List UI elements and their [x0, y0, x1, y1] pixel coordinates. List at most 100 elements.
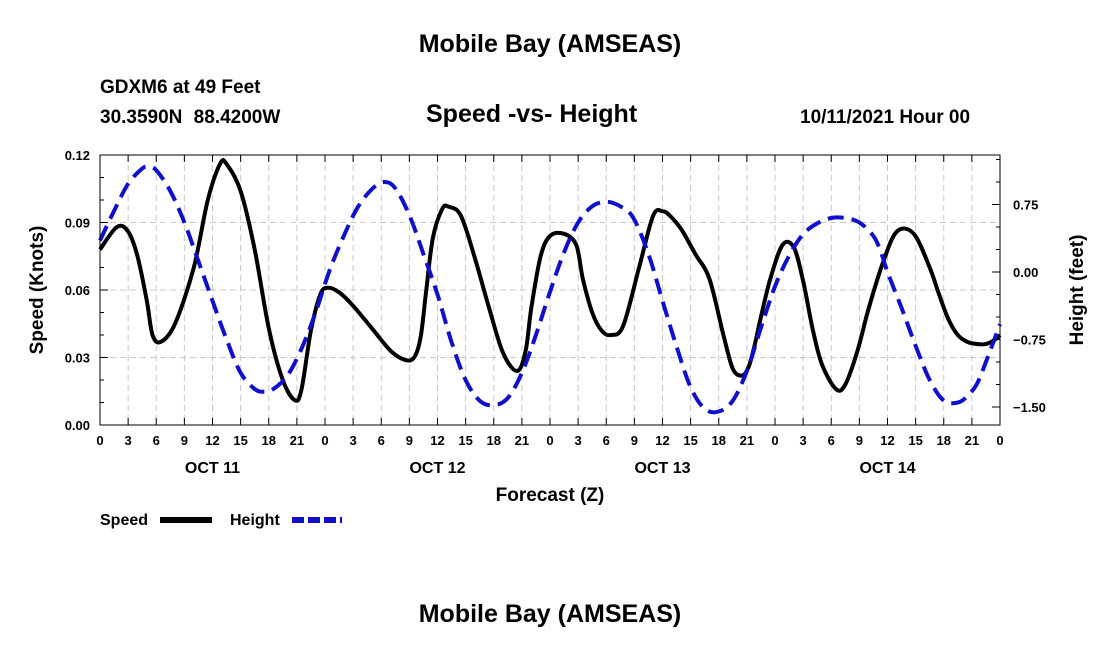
y-axis-label-left: Speed (Knots) [27, 226, 48, 355]
y-tick-label-left: 0.09 [65, 216, 90, 231]
speed-data-point [821, 363, 823, 365]
height-data-point [408, 214, 410, 216]
x-tick-label: 15 [233, 433, 247, 448]
height-data-point [155, 169, 157, 171]
speed-data-point [652, 215, 654, 217]
x-tick-label: 9 [181, 433, 188, 448]
y-tick-label-right: −1.50 [1013, 400, 1046, 415]
height-data-point [272, 388, 274, 390]
footer-title: Mobile Bay (AMSEAS) [418, 600, 682, 628]
series-layer [98, 158, 1002, 415]
speed-data-point [404, 359, 406, 361]
height-data-point [872, 235, 874, 237]
x-tick-label: 0 [96, 433, 103, 448]
speed-data-point [127, 230, 129, 232]
day-label: OCT 12 [409, 460, 465, 477]
height-data-point [975, 383, 977, 385]
x-tick-label: 6 [603, 433, 610, 448]
speed-data-point [432, 237, 434, 239]
height-data-point [619, 205, 621, 207]
height-data-point [632, 217, 634, 219]
speed-data-point [352, 305, 354, 307]
height-data-point [148, 166, 150, 168]
height-data-point [254, 388, 256, 390]
speed-data-point [225, 163, 227, 165]
height-data-point [197, 260, 199, 262]
speed-data-point [575, 244, 577, 246]
speed-data-point [929, 266, 931, 268]
x-tick-label: 0 [996, 433, 1003, 448]
speed-data-point [591, 311, 593, 313]
height-data-point [263, 391, 265, 393]
x-tick-label: 21 [290, 433, 304, 448]
speed-data-point [441, 208, 443, 210]
x-tick-label: 0 [546, 433, 553, 448]
speed-data-point [975, 343, 977, 345]
speed-data-point [938, 293, 940, 295]
height-data-point [661, 300, 663, 302]
x-tick-label: 9 [406, 433, 413, 448]
height-data-point [422, 253, 424, 255]
height-data-point [647, 253, 649, 255]
height-data-point [746, 370, 748, 372]
speed-data-point [239, 190, 241, 192]
speed-data-point [448, 206, 450, 208]
x-tick-label: 6 [153, 433, 160, 448]
speed-data-point [425, 289, 427, 291]
speed-data-point [748, 365, 750, 367]
speed-data-point [622, 325, 624, 327]
y-tick-label-left: 0.12 [65, 148, 90, 163]
y-tick-label-left: 0.03 [65, 351, 90, 366]
height-data-point [535, 334, 537, 336]
height-data-point [929, 379, 931, 381]
speed-data-point [549, 235, 551, 237]
x-tick-label: 9 [631, 433, 638, 448]
speed-data-point [957, 334, 959, 336]
chart-title: Mobile Bay (AMSEAS) [418, 30, 682, 58]
height-data-point [436, 293, 438, 295]
x-tick-label: 15 [908, 433, 922, 448]
height-data-point [141, 167, 143, 169]
chart-subtitle: Speed -vs- Height [426, 100, 638, 128]
speed-data-point [219, 163, 221, 165]
y-tick-label-left: 0.06 [65, 283, 90, 298]
speed-data-point [844, 383, 846, 385]
height-data-point [329, 269, 331, 271]
x-tick-label: 3 [350, 433, 357, 448]
height-data-point [966, 395, 968, 397]
height-data-point [383, 181, 385, 183]
y-tick-label-right: 0.75 [1013, 198, 1038, 213]
height-data-point [985, 361, 987, 363]
height-data-point [479, 400, 481, 402]
height-data-point [521, 372, 523, 374]
speed-data-point [811, 327, 813, 329]
x-tick-label: 21 [515, 433, 529, 448]
height-data-point [127, 183, 129, 185]
speed-data-point [300, 388, 302, 390]
height-data-point [300, 347, 302, 349]
height-data-point [314, 311, 316, 313]
speed-data-point [516, 370, 518, 372]
x-tick-label: 21 [740, 433, 754, 448]
speed-data-point [207, 199, 209, 201]
speed-data-point [338, 291, 340, 293]
height-data-point [844, 217, 846, 219]
x-tick-label: 12 [430, 433, 444, 448]
height-data-point [183, 221, 185, 223]
height-data-point [357, 206, 359, 208]
speed-data-point [488, 307, 490, 309]
speed-data-point [160, 341, 162, 343]
speed-data-point [868, 307, 870, 309]
speed-data-point [268, 327, 270, 329]
speed-data-point [638, 266, 640, 268]
x-tick-label: 15 [683, 433, 697, 448]
speed-data-point [669, 215, 671, 217]
speed-data-point [530, 307, 532, 309]
speed-data-point [146, 300, 148, 302]
speed-data-point [563, 233, 565, 235]
height-data-point [760, 327, 762, 329]
speed-data-point [947, 318, 949, 320]
speed-data-point [985, 343, 987, 345]
speed-data-point [136, 255, 138, 257]
